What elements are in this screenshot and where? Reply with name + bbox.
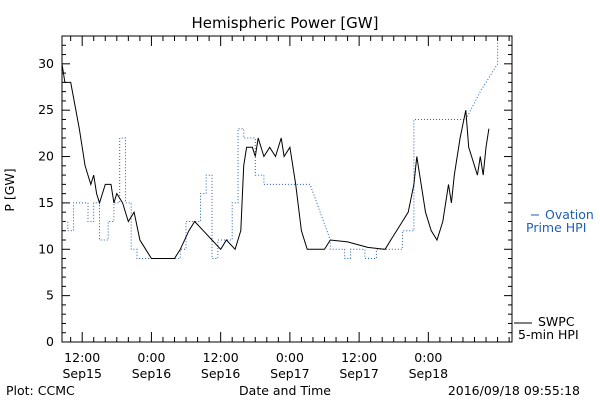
- legend-swpc-line1: SWPC: [538, 314, 575, 329]
- footer-timestamp: 2016/09/18 09:55:18: [448, 383, 580, 398]
- x-tick-label-time: 12:00: [341, 350, 377, 365]
- x-tick-label-date: Sep15: [62, 366, 101, 381]
- legend-swpc-line2: 5-min HPI: [518, 327, 579, 342]
- x-tick-label-time: 12:00: [203, 350, 239, 365]
- footer-credit: Plot: CCMC: [6, 383, 75, 398]
- series-layer: [61, 36, 499, 259]
- x-tick-label-date: Sep17: [270, 366, 309, 381]
- chart-title: Hemispheric Power [GW]: [192, 14, 379, 32]
- x-tick-label-time: 0:00: [137, 350, 165, 365]
- x-tick-label-date: Sep16: [132, 366, 172, 381]
- legend-ovation-line1: Ovation: [545, 207, 594, 222]
- x-tick-label-date: Sep18: [409, 366, 449, 381]
- x-tick-label-time: 0:00: [414, 350, 442, 365]
- series-line-swpc: [61, 63, 490, 259]
- y-tick-label: 20: [38, 149, 54, 164]
- x-axis-ticks: 12:00Sep150:00Sep1612:00Sep160:00Sep1712…: [62, 36, 510, 381]
- legend-ovation-line2: Prime HPI: [526, 220, 586, 235]
- y-axis-label: P [GW]: [2, 168, 17, 211]
- y-tick-label: 5: [46, 288, 54, 303]
- y-tick-label: 0: [46, 334, 54, 349]
- x-tick-label-date: Sep16: [201, 366, 241, 381]
- x-tick-label-time: 12:00: [64, 350, 100, 365]
- y-tick-label: 15: [38, 195, 54, 210]
- x-tick-label-time: 0:00: [276, 350, 304, 365]
- series-line-ovation-prime: [62, 36, 499, 259]
- y-tick-label: 25: [38, 102, 54, 117]
- y-tick-label: 10: [38, 241, 54, 256]
- y-tick-label: 30: [38, 56, 54, 71]
- plot-frame: [61, 35, 513, 343]
- x-axis-label: Date and Time: [239, 383, 331, 398]
- y-axis-ticks: 0 5 10 15 20 25 30: [38, 35, 512, 349]
- x-tick-label-date: Sep17: [339, 366, 378, 381]
